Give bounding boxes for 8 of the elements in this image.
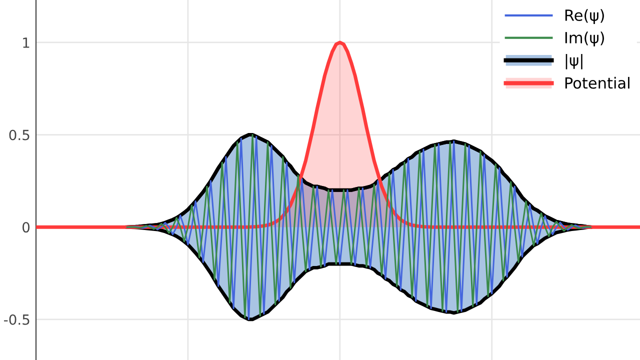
legend-label: Potential	[565, 76, 630, 89]
y-tick-label: -0.5	[4, 314, 30, 325]
legend-label: |ψ|	[566, 54, 582, 70]
legend-label: Im(ψ)	[565, 32, 604, 46]
y-tick-label: 1	[23, 38, 30, 48]
y-tick-label: 0.5	[9, 130, 30, 140]
legend-label: Re(ψ)	[565, 9, 604, 24]
y-tick-label: 0	[22, 222, 30, 233]
